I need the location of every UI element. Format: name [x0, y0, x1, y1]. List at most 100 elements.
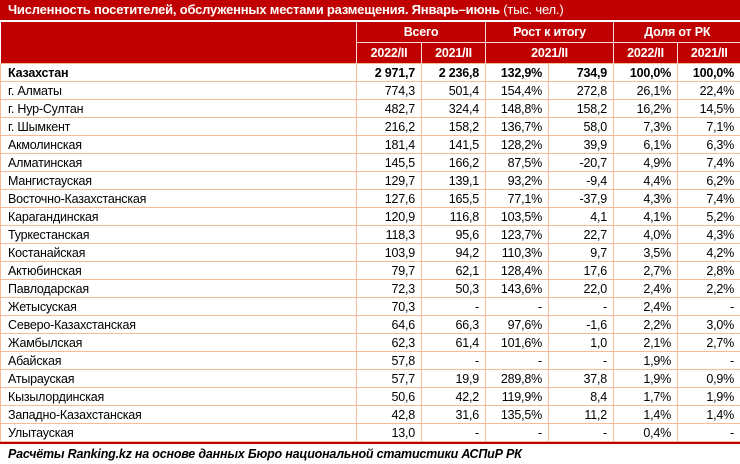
region-name-cell: г. Шымкент [0, 117, 357, 136]
region-name-cell: Костанайская [0, 243, 357, 262]
value-cell: 143,6% [485, 279, 550, 298]
value-cell: 158,2 [548, 99, 615, 118]
value-cell: - [548, 297, 615, 316]
region-name-cell: Улытауская [0, 423, 357, 442]
value-cell: 62,3 [356, 333, 422, 352]
value-cell: 3,5% [613, 243, 679, 262]
value-cell: - [485, 423, 550, 442]
value-cell: 1,9% [613, 351, 679, 370]
value-cell: 118,3 [356, 225, 422, 244]
data-table: Всего Рост к итогу Доля от РК 2022/II 20… [0, 22, 740, 442]
region-name-cell: Актюбинская [0, 261, 357, 280]
table-row: г. Нур-Султан 482,7 324,4 148,8% 158,2 16,2% 1… [0, 99, 740, 118]
region-column-header [0, 22, 357, 64]
value-cell: 97,6% [485, 315, 550, 334]
value-cell: - [420, 297, 487, 316]
region-name-cell: Абайская [0, 351, 357, 370]
region-name-cell: Мангистауская [0, 171, 357, 190]
table-row: Костанайская 103,9 94,2 110,3% 9,7 3,5% 4,2% [0, 243, 740, 262]
value-cell: - [485, 297, 550, 316]
value-cell: 9,7 [548, 243, 615, 262]
value-cell: 64,6 [356, 315, 422, 334]
table-row: Жетысуская 70,3- - -2,4% - [0, 297, 740, 316]
value-cell: 8,4 [548, 387, 615, 406]
value-cell: 66,3 [420, 315, 487, 334]
value-cell: 19,9 [420, 369, 487, 388]
value-cell: 1,4% [613, 405, 679, 424]
value-cell: 734,9 [548, 63, 615, 82]
value-cell: 22,7 [548, 225, 615, 244]
value-cell: 7,4% [677, 153, 740, 172]
region-name-cell: Восточно-Казахстанская [0, 189, 357, 208]
value-cell: 70,3 [356, 297, 422, 316]
value-cell: 128,4% [485, 261, 550, 280]
value-cell: 272,8 [548, 81, 615, 100]
value-cell: 501,4 [420, 81, 487, 100]
value-cell: -37,9 [548, 189, 615, 208]
table-row: Туркестанская 118,3 95,6 123,7% 22,7 4,0% 4,3% [0, 225, 740, 244]
value-cell: 61,4 [420, 333, 487, 352]
value-cell: 128,2% [485, 135, 550, 154]
value-cell: -9,4 [548, 171, 615, 190]
value-cell: -20,7 [548, 153, 615, 172]
value-cell: 79,7 [356, 261, 422, 280]
value-cell: 100,0% [677, 63, 740, 82]
table-row: Улытауская 13,0- - -0,4% - [0, 423, 740, 442]
table-row: Восточно-Казахстанская 127,6 165,5 77,1% -37… [0, 189, 740, 208]
value-cell: 42,2 [420, 387, 487, 406]
value-cell: 101,6% [485, 333, 550, 352]
value-cell: 95,6 [420, 225, 487, 244]
table-row: Атырауская 57,7 19,9 289,8% 37,8 1,9% 0,9% [0, 369, 740, 388]
value-cell: 103,9 [356, 243, 422, 262]
header-share-2021: 2021/II [677, 42, 740, 64]
table-row: Павлодарская 72,3 50,3 143,6% 22,0 2,4% 2,2% [0, 279, 740, 298]
value-cell: 50,3 [420, 279, 487, 298]
value-cell: 4,0% [613, 225, 679, 244]
table-header: Всего Рост к итогу Доля от РК 2022/II 20… [0, 22, 740, 64]
table-row: Мангистауская 129,7 139,1 93,2% -9,4 4,4% 6,2% [0, 171, 740, 190]
region-name-cell: Алматинская [0, 153, 357, 172]
value-cell: 3,0% [677, 315, 740, 334]
table-title: Численность посетителей, обслуженных мес… [8, 2, 500, 17]
value-cell: 2 971,7 [356, 63, 422, 82]
value-cell: 154,4% [485, 81, 550, 100]
value-cell: 166,2 [420, 153, 487, 172]
table-row: Западно-Казахстанская 42,8 31,6 135,5% 11,2 1… [0, 405, 740, 424]
value-cell: 123,7% [485, 225, 550, 244]
header-total-2021: 2021/II [420, 42, 486, 64]
value-cell: 7,3% [613, 117, 679, 136]
value-cell: - [677, 351, 740, 370]
value-cell: 2,1% [613, 333, 679, 352]
region-name-cell: Атырауская [0, 369, 357, 388]
value-cell: 4,3% [613, 189, 679, 208]
header-growth-2021: 2021/II [485, 42, 614, 64]
value-cell: 127,6 [356, 189, 422, 208]
value-cell: 58,0 [548, 117, 615, 136]
value-cell: 158,2 [420, 117, 487, 136]
header-total-2022: 2022/II [356, 42, 422, 64]
table-row: Казахстан 2 971,7 2 236,8 132,9% 734,9 100,0%… [0, 63, 740, 82]
region-name-cell: г. Алматы [0, 81, 357, 100]
value-cell: 37,8 [548, 369, 615, 388]
value-cell: 87,5% [485, 153, 550, 172]
value-cell: 42,8 [356, 405, 422, 424]
value-cell: 141,5 [420, 135, 487, 154]
table-title-bar: Численность посетителей, обслуженных мес… [0, 0, 740, 20]
value-cell: - [677, 297, 740, 316]
value-cell: 6,3% [677, 135, 740, 154]
value-cell: 39,9 [548, 135, 615, 154]
table-row: г. Шымкент 216,2 158,2 136,7% 58,0 7,3% 7,1% [0, 117, 740, 136]
value-cell: 2,8% [677, 261, 740, 280]
value-cell: 62,1 [420, 261, 487, 280]
value-cell: 0,4% [613, 423, 679, 442]
table-row: Северо-Казахстанская 64,6 66,3 97,6% -1,6 2,2… [0, 315, 740, 334]
region-name-cell: Северо-Казахстанская [0, 315, 357, 334]
region-name-cell: Кызылординская [0, 387, 357, 406]
value-cell: 1,4% [677, 405, 740, 424]
region-name-cell: Акмолинская [0, 135, 357, 154]
value-cell: 11,2 [548, 405, 615, 424]
value-cell: 4,1% [613, 207, 679, 226]
title-divider [0, 20, 740, 22]
table-row: Алматинская 145,5 166,2 87,5% -20,7 4,9% 7,4% [0, 153, 740, 172]
value-cell: 6,1% [613, 135, 679, 154]
